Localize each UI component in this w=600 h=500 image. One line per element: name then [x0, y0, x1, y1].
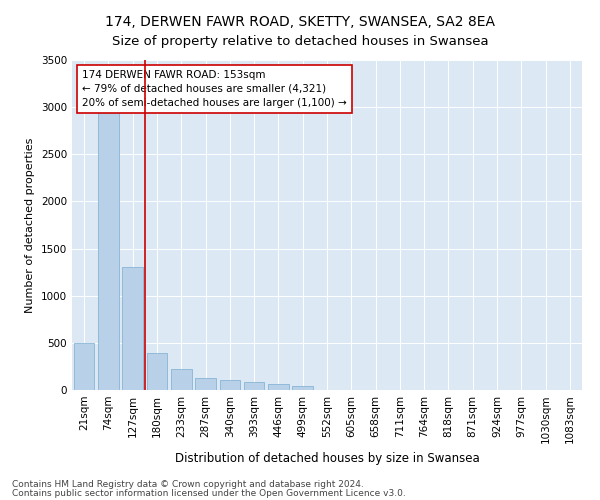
- Bar: [98, 80, 119, 390]
- Bar: [220, 380, 240, 390]
- Text: Contains public sector information licensed under the Open Government Licence v3: Contains public sector information licen…: [12, 488, 406, 498]
- Bar: [195, 378, 216, 390]
- Bar: [268, 384, 289, 390]
- X-axis label: Distribution of detached houses by size in Swansea: Distribution of detached houses by size …: [175, 452, 479, 465]
- Text: Size of property relative to detached houses in Swansea: Size of property relative to detached ho…: [112, 35, 488, 48]
- Y-axis label: Number of detached properties: Number of detached properties: [25, 138, 35, 312]
- Text: 174, DERWEN FAWR ROAD, SKETTY, SWANSEA, SA2 8EA: 174, DERWEN FAWR ROAD, SKETTY, SWANSEA, …: [105, 15, 495, 29]
- Bar: [171, 369, 191, 390]
- Bar: [244, 382, 265, 390]
- Bar: [122, 268, 143, 390]
- Bar: [292, 386, 313, 390]
- Bar: [146, 353, 167, 390]
- Bar: [74, 343, 94, 390]
- Text: 174 DERWEN FAWR ROAD: 153sqm
← 79% of detached houses are smaller (4,321)
20% of: 174 DERWEN FAWR ROAD: 153sqm ← 79% of de…: [82, 70, 347, 108]
- Text: Contains HM Land Registry data © Crown copyright and database right 2024.: Contains HM Land Registry data © Crown c…: [12, 480, 364, 489]
